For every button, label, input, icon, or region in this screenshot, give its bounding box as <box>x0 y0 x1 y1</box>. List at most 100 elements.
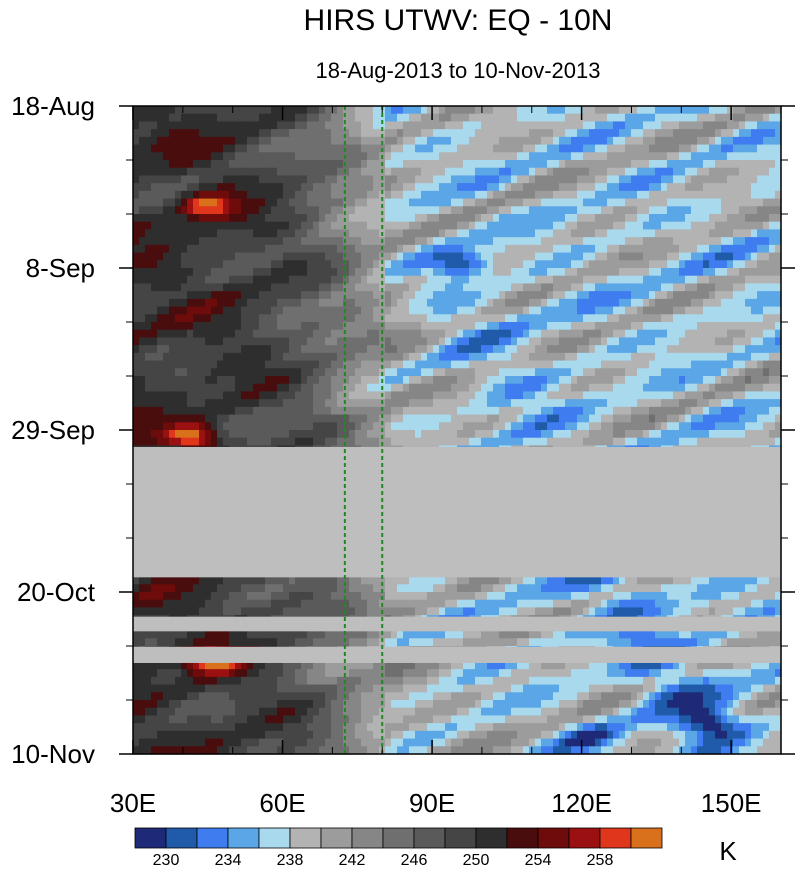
field-cell <box>493 183 500 192</box>
field-cell <box>505 268 512 277</box>
field-cell <box>517 383 524 393</box>
field-cell <box>763 206 770 215</box>
field-cell <box>721 376 728 385</box>
field-cell <box>565 244 572 254</box>
field-cell <box>301 430 308 439</box>
field-cell <box>325 229 332 238</box>
field-cell <box>433 306 440 315</box>
field-cell <box>595 206 602 215</box>
field-cell <box>667 206 674 215</box>
field-cell <box>565 376 572 385</box>
field-cell <box>637 406 644 416</box>
field-cell <box>757 406 764 416</box>
field-cell <box>349 406 356 416</box>
field-cell <box>145 167 152 177</box>
field-cell <box>463 136 470 146</box>
field-cell <box>355 329 362 339</box>
field-cell <box>193 106 200 115</box>
field-cell <box>511 314 518 323</box>
field-cell <box>553 113 560 123</box>
field-cell <box>151 322 158 331</box>
field-cell <box>667 283 674 292</box>
field-cell <box>391 198 398 207</box>
field-cell <box>547 198 554 207</box>
field-cell <box>685 376 692 385</box>
field-cell <box>307 198 314 207</box>
field-cell <box>733 260 740 269</box>
field-cell <box>643 237 650 246</box>
field-cell <box>439 106 446 115</box>
field-cell <box>589 306 596 315</box>
field-cell <box>763 329 770 339</box>
field-cell <box>757 399 764 408</box>
field-cell <box>289 144 296 153</box>
field-cell <box>241 198 248 207</box>
field-cell <box>775 399 782 408</box>
field-cell <box>463 314 470 323</box>
field-cell <box>493 214 500 223</box>
field-cell <box>445 345 452 354</box>
field-cell <box>703 291 710 300</box>
field-cell <box>283 399 290 408</box>
field-cell <box>133 144 140 153</box>
field-cell <box>139 430 146 439</box>
field-cell <box>607 268 614 277</box>
field-cell <box>763 437 770 447</box>
field-cell <box>463 268 470 277</box>
field-cell <box>337 144 344 153</box>
field-cell <box>205 422 212 431</box>
field-cell <box>745 206 752 215</box>
field-cell <box>229 337 236 346</box>
field-cell <box>763 244 770 254</box>
field-cell <box>343 368 350 377</box>
field-cell <box>247 322 254 331</box>
field-cell <box>709 306 716 315</box>
field-cell <box>589 136 596 146</box>
field-cell <box>637 183 644 192</box>
field-cell <box>259 298 266 308</box>
field-cell <box>547 322 554 331</box>
field-cell <box>703 414 710 423</box>
field-cell <box>205 260 212 269</box>
field-cell <box>229 268 236 277</box>
field-cell <box>367 167 374 177</box>
field-cell <box>481 167 488 177</box>
field-cell <box>703 298 710 308</box>
field-cell <box>187 406 194 416</box>
field-cell <box>193 113 200 123</box>
field-cell <box>571 399 578 408</box>
field-cell <box>343 322 350 331</box>
field-cell <box>541 121 548 130</box>
field-cell <box>517 376 524 385</box>
field-cell <box>181 391 188 400</box>
field-cell <box>619 167 626 177</box>
field-cell <box>445 229 452 238</box>
field-cell <box>577 329 584 339</box>
field-cell <box>529 198 536 207</box>
field-cell <box>259 167 266 177</box>
field-cell <box>385 414 392 423</box>
field-cell <box>667 306 674 315</box>
field-cell <box>163 291 170 300</box>
field-cell <box>223 306 230 315</box>
field-cell <box>169 314 176 323</box>
field-cell <box>343 391 350 400</box>
field-cell <box>733 167 740 177</box>
field-cell <box>331 237 338 246</box>
field-cell <box>493 113 500 123</box>
field-cell <box>247 337 254 346</box>
field-cell <box>169 329 176 339</box>
field-cell <box>403 345 410 354</box>
field-cell <box>607 198 614 207</box>
field-cell <box>751 229 758 238</box>
field-cell <box>667 175 674 184</box>
field-cell <box>589 345 596 354</box>
field-cell <box>313 345 320 354</box>
field-cell <box>445 275 452 285</box>
field-cell <box>133 391 140 400</box>
field-cell <box>373 399 380 408</box>
field-cell <box>535 121 542 130</box>
field-cell <box>403 113 410 123</box>
field-cell <box>133 167 140 177</box>
field-cell <box>265 268 272 277</box>
